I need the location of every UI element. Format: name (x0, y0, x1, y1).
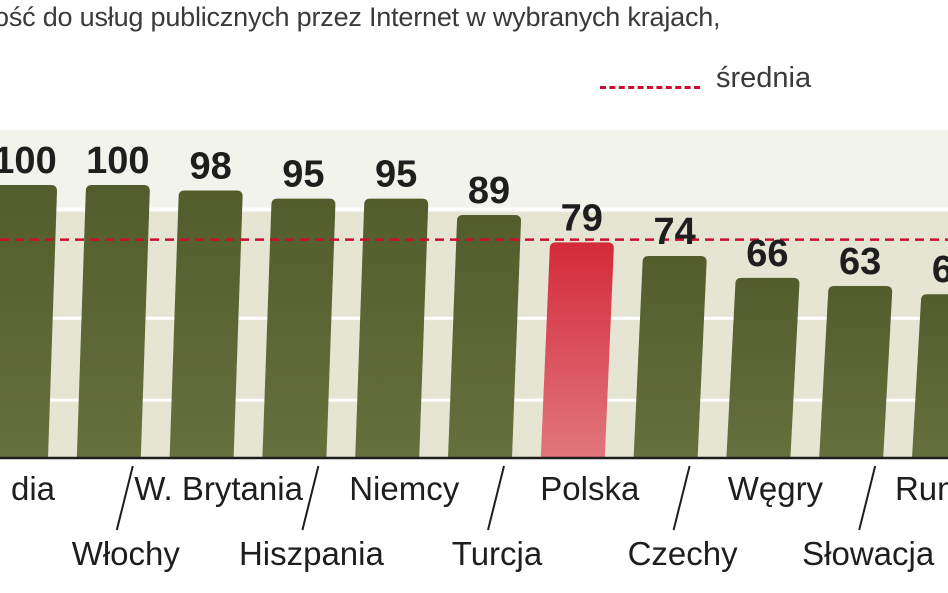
bar-hiszpania (262, 198, 336, 458)
category-label-s-owacja: Słowacja (802, 535, 935, 572)
value-label-czechy: 74 (653, 211, 695, 253)
legend-average-label: średnia (716, 62, 812, 94)
value-label-w-ochy: 100 (86, 140, 149, 182)
bar-niemcy (355, 198, 429, 458)
value-label-turcja: 89 (468, 170, 510, 212)
value-labels-group: 100 100 98 95 95 89 79 74 66 63 60 (0, 140, 948, 291)
label-separator (301, 465, 320, 531)
category-label-polska: Polska (540, 470, 640, 507)
value-label-s-owacja: 63 (839, 241, 881, 283)
value-label-rumunia: 60 (932, 249, 948, 291)
value-label-w-brytania: 98 (189, 145, 231, 187)
label-separator (487, 465, 505, 531)
category-label-turcja: Turcja (452, 535, 543, 572)
category-label-czechy: Czechy (628, 535, 739, 572)
category-label-szwecja: dia (11, 470, 56, 507)
label-separator (115, 465, 134, 531)
bar-polska (540, 242, 614, 458)
bar-wegry (726, 277, 800, 458)
legend-average-line (600, 86, 700, 89)
chart-title: ość do usług publicznych przez Internet … (0, 2, 721, 32)
label-separator (672, 465, 691, 531)
category-label-w-brytania: W. Brytania (134, 470, 303, 507)
bar-w-brytania (169, 190, 243, 458)
category-label-rumunia: Rumunia (895, 470, 948, 507)
value-label-polska: 79 (561, 197, 603, 239)
category-label-wegry: Węgry (728, 470, 824, 507)
bar-s-owacja (819, 286, 893, 458)
value-label-wegry: 66 (746, 233, 788, 275)
value-label-hiszpania: 95 (282, 154, 324, 196)
bar-rumunia (912, 294, 948, 458)
category-label-niemcy: Niemcy (349, 470, 460, 507)
bar-w-ochy (76, 185, 150, 458)
value-label-szwecja: 100 (0, 140, 57, 182)
value-label-niemcy: 95 (375, 154, 417, 196)
bar-szwecja (0, 185, 57, 458)
category-label-w-ochy: Włochy (72, 535, 181, 572)
category-label-hiszpania: Hiszpania (239, 535, 385, 572)
category-labels-group: dia Włochy W. Brytania Hiszpania Niemcy Turcj… (11, 465, 948, 572)
bar-czechy (633, 255, 707, 458)
bar-turcja (448, 215, 521, 458)
label-separator (858, 465, 877, 531)
bars-group (0, 185, 948, 458)
